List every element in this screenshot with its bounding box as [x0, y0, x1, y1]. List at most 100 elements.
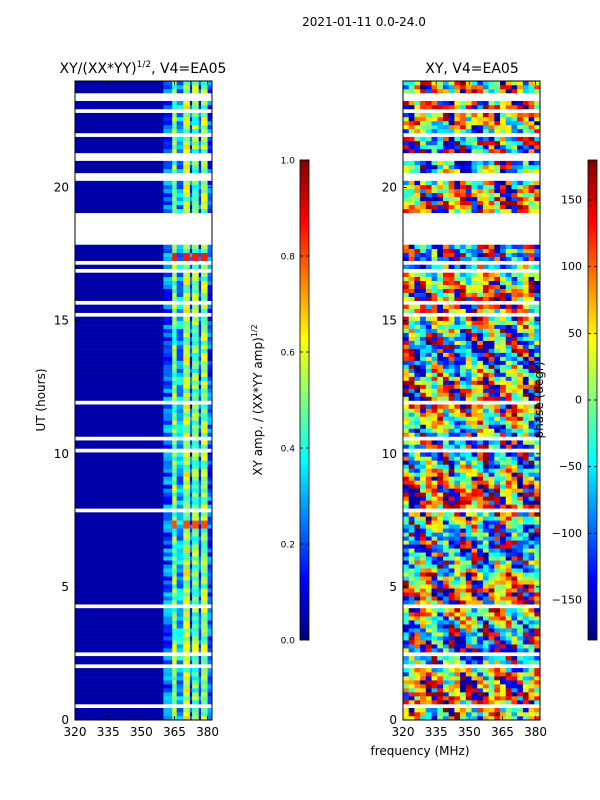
- heatmap-cell: [482, 620, 489, 625]
- heatmap-cell: [482, 252, 489, 258]
- heatmap-cell: [75, 700, 164, 705]
- heatmap-cell: [176, 440, 184, 445]
- heatmap-cell: [163, 208, 173, 214]
- heatmap-cell: [460, 256, 467, 262]
- heatmap-cell: [172, 208, 177, 214]
- heatmap-cell: [200, 384, 208, 389]
- heatmap-cell: [437, 288, 444, 293]
- heatmap-cell: [192, 184, 200, 190]
- heatmap-cell: [460, 144, 467, 150]
- heatmap-cell: [192, 136, 200, 142]
- heatmap-cell: [528, 544, 535, 549]
- heatmap-cell: [460, 116, 467, 122]
- heatmap-cell: [198, 252, 202, 258]
- heatmap-cell: [442, 284, 449, 289]
- heatmap-cell: [482, 364, 489, 369]
- heatmap-cell: [414, 692, 421, 697]
- heatmap-cell: [200, 576, 208, 581]
- heatmap-cell: [488, 100, 495, 106]
- heatmap-cell: [75, 496, 164, 501]
- heatmap-cell: [500, 200, 507, 206]
- heatmap-cell: [431, 380, 438, 385]
- heatmap-cell: [437, 100, 444, 106]
- heatmap-cell: [454, 164, 461, 170]
- heatmap-cell: [437, 252, 444, 258]
- heatmap-cell: [172, 464, 177, 469]
- heatmap-cell: [403, 316, 410, 321]
- heatmap-cell: [505, 624, 512, 629]
- heatmap-cell: [192, 284, 200, 289]
- heatmap-cell: [448, 116, 455, 122]
- heatmap-cell: [477, 188, 484, 194]
- heatmap-cell: [471, 548, 478, 553]
- heatmap-cell: [471, 484, 478, 489]
- heatmap-cell: [500, 408, 507, 413]
- heatmap-cell: [192, 356, 200, 361]
- heatmap-cell: [183, 532, 191, 537]
- heatmap-cell: [448, 556, 455, 561]
- heatmap-cell: [471, 248, 478, 254]
- heatmap-cell: [207, 572, 213, 577]
- heatmap-cell: [403, 180, 410, 186]
- heatmap-cell: [420, 192, 427, 198]
- heatmap-cell: [500, 88, 507, 94]
- heatmap-cell: [528, 368, 535, 373]
- heatmap-cell: [471, 468, 478, 473]
- heatmap-cell: [528, 388, 535, 393]
- heatmap-cell: [403, 144, 410, 150]
- heatmap-cell: [528, 524, 535, 529]
- heatmap-cell: [200, 408, 208, 413]
- heatmap-cell: [494, 376, 501, 381]
- heatmap-cell: [500, 608, 507, 613]
- heatmap-cell: [403, 528, 410, 533]
- heatmap-cell: [403, 328, 410, 333]
- heatmap-cell: [198, 560, 202, 565]
- heatmap-cell: [448, 536, 455, 541]
- heatmap-cell: [454, 480, 461, 485]
- heatmap-cell: [460, 432, 467, 437]
- heatmap-cell: [448, 148, 455, 154]
- heatmap-cell: [183, 472, 191, 477]
- heatmap-cell: [448, 628, 455, 633]
- heatmap-cell: [437, 644, 444, 649]
- heatmap-cell: [437, 516, 444, 521]
- heatmap-cell: [442, 416, 449, 421]
- heatmap-cell: [500, 244, 507, 250]
- heatmap-cell: [505, 340, 512, 345]
- heatmap-cell: [198, 424, 202, 429]
- heatmap-cell: [200, 164, 208, 170]
- heatmap-cell: [200, 248, 208, 254]
- heatmap-cell: [500, 340, 507, 345]
- heatmap-cell: [471, 404, 478, 409]
- heatmap-cell: [425, 416, 432, 421]
- phase-colorbar-label: phase (degr): [532, 362, 546, 439]
- heatmap-cell: [534, 576, 541, 581]
- heatmap-cell: [192, 540, 200, 545]
- heatmap-cell: [534, 84, 541, 90]
- heatmap-cell: [517, 700, 524, 705]
- heatmap-cell: [200, 492, 208, 497]
- heatmap-cell: [75, 596, 164, 601]
- heatmap-cell: [420, 384, 427, 389]
- heatmap-cell: [477, 468, 484, 473]
- heatmap-cell: [403, 392, 410, 397]
- heatmap-cell: [528, 496, 535, 501]
- heatmap-cell: [465, 244, 472, 250]
- heatmap-cell: [172, 616, 177, 621]
- heatmap-cell: [442, 412, 449, 417]
- heatmap-cell: [200, 520, 208, 525]
- heatmap-cell: [488, 520, 495, 525]
- heatmap-cell: [425, 408, 432, 413]
- heatmap-cell: [517, 492, 524, 497]
- heatmap-cell: [442, 428, 449, 433]
- heatmap-cell: [500, 348, 507, 353]
- heatmap-cell: [488, 456, 495, 461]
- heatmap-cell: [176, 404, 184, 409]
- heatmap-cell: [505, 248, 512, 254]
- heatmap-cell: [511, 712, 518, 717]
- heatmap-cell: [420, 248, 427, 254]
- heatmap-cell: [189, 560, 193, 565]
- heatmap-cell: [189, 208, 193, 214]
- heatmap-cell: [488, 404, 495, 409]
- heatmap-cell: [437, 624, 444, 629]
